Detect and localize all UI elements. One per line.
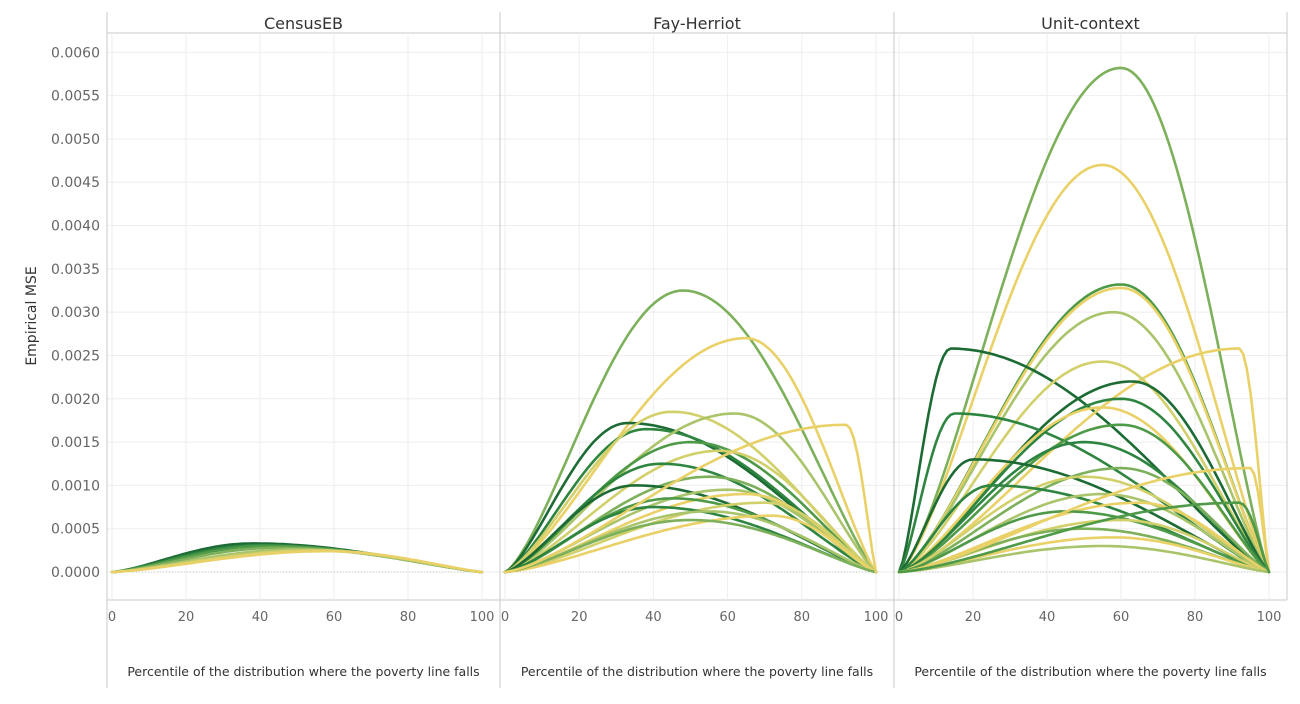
series-line: [897, 501, 1271, 574]
x-axis-title: Percentile of the distribution where the…: [127, 664, 479, 679]
series-line: [897, 466, 1271, 574]
series-line: [897, 310, 1271, 574]
x-axis-title: Percentile of the distribution where the…: [914, 664, 1266, 679]
series-line: [897, 66, 1271, 574]
series-line: [897, 397, 1271, 574]
series-line: [110, 549, 484, 574]
x-tick-label: 80: [794, 610, 811, 625]
series-line: [897, 347, 1271, 574]
y-tick-label: 0.0025: [51, 348, 100, 364]
y-tick-label: 0.0060: [51, 45, 100, 61]
x-tick-label: 20: [571, 610, 588, 625]
y-tick-label: 0.0050: [51, 132, 100, 148]
y-tick-label: 0.0030: [51, 305, 100, 321]
y-axis-title: Empirical MSE: [24, 266, 40, 365]
y-tick-label: 0.0010: [51, 478, 100, 494]
series-line: [503, 518, 878, 574]
x-tick-label: 60: [719, 610, 736, 625]
x-tick-label: 0: [108, 610, 116, 625]
series-line: [503, 423, 878, 574]
x-tick-label: 80: [1187, 610, 1204, 625]
series-line: [503, 412, 878, 574]
y-tick-label: 0.0055: [51, 89, 100, 105]
panel-title: Fay-Herriot: [653, 14, 741, 33]
series-line: [897, 475, 1271, 574]
series-line: [897, 466, 1271, 574]
series-line: [503, 449, 878, 574]
series-line: [897, 286, 1271, 574]
y-tick-label: 0.0040: [51, 219, 100, 235]
series-line: [503, 514, 878, 574]
y-tick-label: 0.0035: [51, 262, 100, 278]
y-tick-label: 0.0000: [51, 565, 100, 581]
x-tick-label: 60: [326, 610, 343, 625]
x-tick-label: 40: [1039, 610, 1056, 625]
x-tick-label: 100: [864, 610, 889, 625]
series-line: [897, 501, 1271, 574]
x-tick-label: 100: [470, 610, 495, 625]
series-line: [897, 163, 1271, 574]
y-tick-label: 0.0005: [51, 522, 100, 538]
x-tick-label: 80: [400, 610, 417, 625]
x-tick-label: 20: [178, 610, 195, 625]
x-tick-label: 40: [252, 610, 269, 625]
x-tick-label: 20: [965, 610, 982, 625]
series-line: [897, 544, 1271, 574]
series-line: [897, 347, 1271, 574]
series-line: [897, 423, 1271, 574]
panel-title: CensusEB: [264, 14, 343, 33]
y-tick-label: 0.0020: [51, 392, 100, 408]
y-tick-label: 0.0015: [51, 435, 100, 451]
x-tick-label: 40: [645, 610, 662, 625]
series-line: [897, 510, 1271, 574]
x-tick-label: 0: [895, 610, 903, 625]
series-line: [503, 336, 878, 574]
x-axis-title: Percentile of the distribution where the…: [521, 664, 873, 679]
x-tick-label: 60: [1113, 610, 1130, 625]
panel-title: Unit-context: [1041, 14, 1140, 33]
series-line: [503, 289, 878, 574]
x-tick-label: 0: [501, 610, 509, 625]
y-tick-label: 0.0045: [51, 175, 100, 191]
x-tick-label: 100: [1257, 610, 1282, 625]
